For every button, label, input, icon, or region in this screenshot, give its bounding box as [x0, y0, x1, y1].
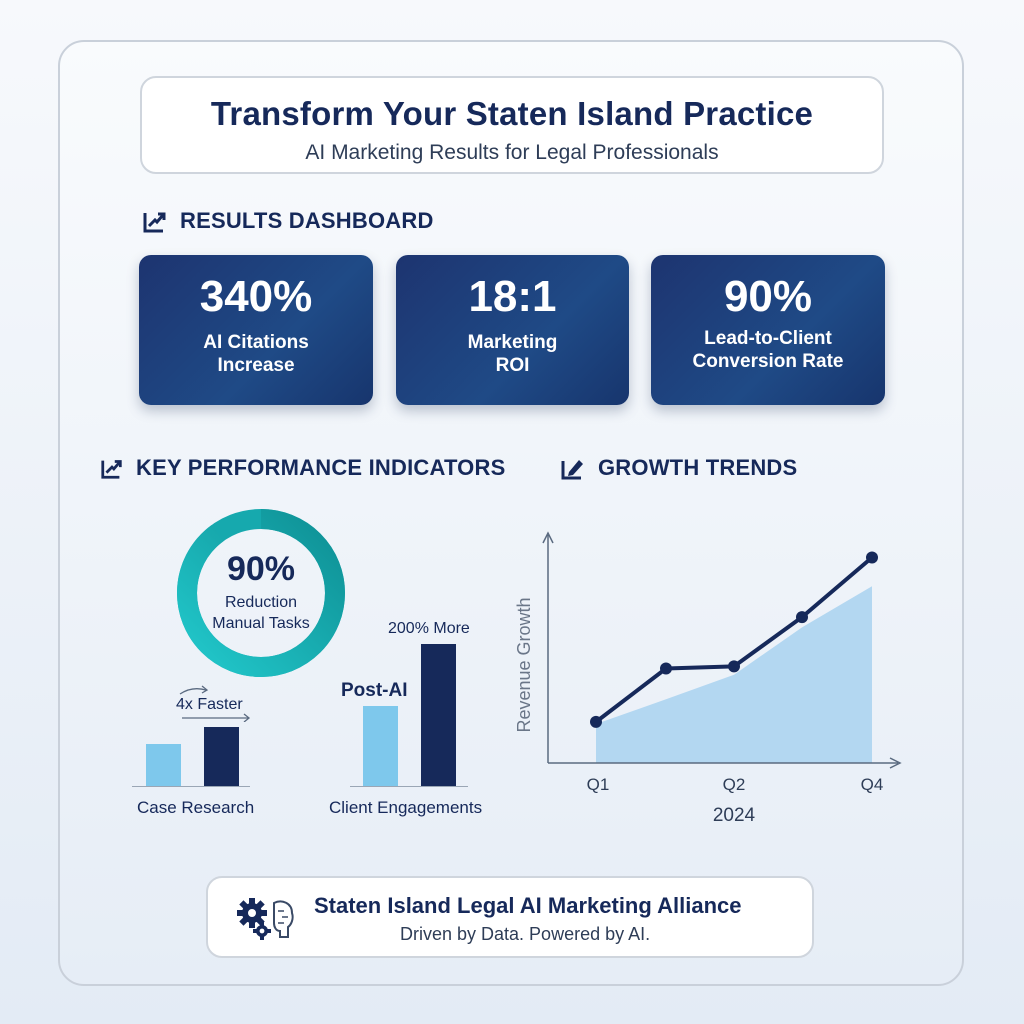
growth-point	[590, 715, 602, 728]
post-ai-label: Post-AI	[341, 680, 408, 701]
stat-card-ai-citations: 340% AI Citations Increase	[139, 255, 373, 405]
growth-point	[728, 660, 740, 673]
stat-value: 18:1	[468, 272, 557, 321]
client-engagements-label: Client Engagements	[329, 798, 483, 817]
case-research-bar-before	[146, 744, 181, 786]
faster-arrows-icon	[179, 685, 251, 722]
gear-brain-icon	[237, 898, 294, 940]
x-tick-q2: Q2	[723, 775, 746, 794]
client-engagements-bar-after	[421, 643, 456, 786]
growth-trends-chart: Q1 Q2 Q4 2024 Revenue Growth	[514, 531, 902, 826]
stat-label: Marketing ROI	[467, 332, 558, 376]
donut-value: 90%	[226, 550, 296, 588]
donut-label-line2: Manual Tasks	[212, 615, 310, 632]
growth-point	[866, 551, 878, 564]
results-dashboard-heading: RESULTS DASHBOARD	[142, 208, 434, 234]
trend-up-icon	[101, 460, 122, 479]
donut-label-line1: Reduction	[224, 594, 298, 611]
growth-trends-title: GROWTH TRENDS	[598, 455, 798, 480]
donut-arc	[177, 509, 345, 677]
x-tick-q1: Q1	[587, 775, 610, 794]
alliance-tagline: Driven by Data. Powered by AI.	[400, 924, 651, 944]
donut-center-text: 90% Reduction Manual Tasks	[176, 552, 346, 634]
page-subtitle: AI Marketing Results for Legal Professio…	[305, 141, 719, 164]
client-engagements-bar-before	[363, 706, 398, 786]
growth-trends-heading: GROWTH TRENDS	[560, 455, 797, 481]
stat-value: 90%	[723, 272, 813, 321]
footer-banner: Staten Island Legal AI Marketing Allianc…	[206, 876, 814, 958]
trend-up-icon	[143, 212, 166, 233]
stat-label: Lead-to-Client Conversion Rate	[692, 328, 844, 372]
case-research-bar-after	[204, 727, 239, 786]
x-axis-arrow	[889, 757, 902, 769]
header-banner: Transform Your Staten Island Practice AI…	[140, 76, 884, 174]
growth-area	[596, 586, 872, 763]
results-dashboard-title: RESULTS DASHBOARD	[180, 208, 434, 233]
case-research-label: Case Research	[137, 798, 255, 817]
alliance-name: Staten Island Legal AI Marketing Allianc…	[314, 893, 742, 918]
case-research-annotation: 4x Faster	[176, 696, 243, 713]
stat-value: 340%	[199, 272, 313, 321]
page-title: Transform Your Staten Island Practice	[210, 95, 814, 132]
client-engagements-baseline	[350, 786, 468, 787]
y-axis-label: Revenue Growth	[514, 597, 534, 732]
stat-card-conversion-rate: 90% Lead-to-Client Conversion Rate	[651, 255, 885, 405]
y-axis-arrow	[542, 531, 554, 544]
stat-card-marketing-roi: 18:1 Marketing ROI	[396, 255, 629, 405]
kpi-heading: KEY PERFORMANCE INDICATORS	[100, 455, 505, 481]
growth-point	[796, 611, 808, 624]
kpi-title: KEY PERFORMANCE INDICATORS	[136, 455, 506, 480]
x-axis-label: 2024	[713, 805, 756, 826]
client-engagements-annotation: 200% More	[388, 620, 470, 637]
growth-point	[660, 662, 672, 675]
x-tick-q4: Q4	[861, 775, 884, 794]
stat-label: AI Citations Increase	[203, 332, 309, 376]
chart-pen-icon	[561, 460, 583, 480]
case-research-baseline	[132, 786, 250, 787]
kpi-donut-chart	[177, 509, 345, 677]
infographic-card	[58, 40, 964, 986]
